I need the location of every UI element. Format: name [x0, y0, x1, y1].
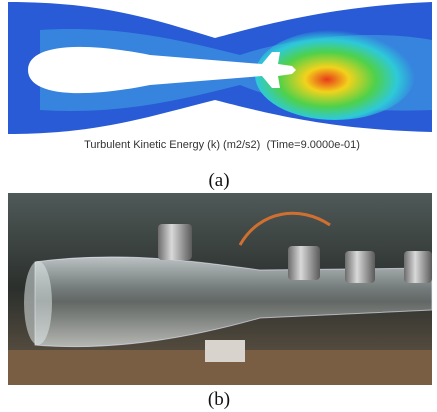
- sensor: [345, 251, 375, 283]
- page: Turbulent Kinetic Energy (k) (m2/s2) (Ti…: [0, 0, 437, 412]
- sensor: [158, 224, 192, 260]
- stand: [205, 340, 245, 362]
- figure: Turbulent Kinetic Energy (k) (m2/s2) (Ti…: [0, 0, 437, 412]
- sensor: [404, 251, 432, 283]
- panel-label: (b): [208, 389, 230, 410]
- panel-a: Turbulent Kinetic Energy (k) (m2/s2) (Ti…: [8, 2, 432, 191]
- panel-b: (b): [8, 193, 432, 410]
- panel-label: (a): [208, 170, 229, 191]
- sensor: [288, 246, 320, 280]
- tube-end: [24, 261, 52, 345]
- panel-caption: Turbulent Kinetic Energy (k) (m2/s2) (Ti…: [84, 139, 360, 151]
